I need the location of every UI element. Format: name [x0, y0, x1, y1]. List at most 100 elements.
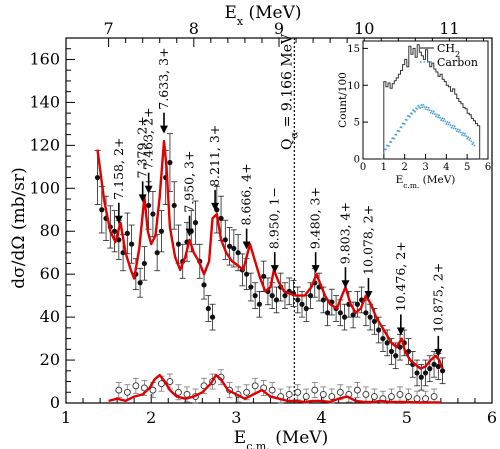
- carbon-dot: [389, 141, 391, 143]
- carbon-dot: [453, 125, 456, 128]
- ch2-histogram: [380, 44, 482, 160]
- carbon-dot: [460, 131, 462, 134]
- inset-x-tick-label: 5: [464, 162, 470, 173]
- data-point: [150, 211, 156, 217]
- carbon-dot: [404, 118, 407, 121]
- carbon-data-point: [319, 390, 327, 398]
- carbon-dot: [410, 112, 412, 114]
- y-tick-label: 140: [29, 92, 60, 111]
- y-tick-label: 20: [40, 350, 60, 369]
- level-label: 9.803, 4+: [337, 202, 352, 264]
- fit-curve: [96, 139, 444, 370]
- carbon-dot: [467, 136, 470, 138]
- data-point: [354, 301, 360, 307]
- data-point: [129, 241, 135, 247]
- carbon-data-point: [183, 390, 191, 398]
- carbon-data-point: [430, 393, 438, 401]
- carbon-dot: [451, 124, 454, 127]
- annotation-arrowhead: [185, 228, 194, 237]
- data-point: [244, 271, 250, 277]
- carbon-dot: [469, 137, 472, 140]
- level-label: 7.463, 2+: [141, 108, 156, 170]
- carbon-dot: [401, 122, 404, 125]
- carbon-dot: [406, 115, 409, 117]
- carbon-dot: [409, 116, 411, 118]
- carbon-dot: [443, 118, 446, 120]
- carbon-dot: [385, 148, 387, 151]
- annotation-arrowhead: [364, 290, 373, 299]
- y-tick-label: 0: [50, 393, 60, 412]
- carbon-dot: [393, 137, 396, 140]
- top-tick-label: 9: [274, 19, 284, 38]
- data-point: [273, 297, 280, 303]
- carbon-dot: [433, 110, 435, 113]
- annotation-arrowhead: [144, 185, 153, 194]
- carbon-data-point: [353, 386, 361, 394]
- level-label: 8.950, 1−: [267, 187, 282, 249]
- inset-x-tick-label: 6: [485, 162, 491, 173]
- level-label: 10.875, 2+: [430, 263, 445, 333]
- carbon-dot: [435, 115, 437, 118]
- carbon-data-point: [422, 395, 429, 403]
- x-tick-label: 6: [487, 408, 497, 427]
- data-point: [427, 366, 433, 372]
- top-tick-label: 7: [104, 19, 114, 38]
- data-point: [371, 318, 378, 325]
- carbon-dot: [388, 145, 390, 147]
- carbon-dot: [464, 132, 466, 135]
- carbon-dot: [414, 110, 416, 113]
- carbon-data-point: [328, 393, 336, 401]
- carbon-dot: [445, 123, 448, 125]
- data-point: [324, 310, 331, 316]
- carbon-dot: [455, 130, 458, 133]
- carbon-dot: [431, 112, 434, 115]
- carbon-dot: [421, 106, 424, 108]
- carbon-data-point: [336, 388, 344, 396]
- level-label: 7.950, 3+: [182, 151, 197, 213]
- data-point: [226, 243, 233, 249]
- annotation-arrowhead: [211, 202, 220, 211]
- x-tick-label: 4: [317, 408, 327, 427]
- y-axis-title: dσ/dΩ (mb/sr): [9, 167, 29, 288]
- inset-x-tick-label: 2: [401, 162, 407, 173]
- carbon-dot: [386, 144, 388, 147]
- data-point: [380, 335, 386, 342]
- x-tick-label: 3: [231, 408, 241, 427]
- data-point: [431, 361, 437, 367]
- threshold-label: Qα = 9.166 MeV: [279, 33, 300, 150]
- inset-y-tick-label: 5: [354, 118, 360, 129]
- carbon-dot: [392, 137, 395, 140]
- inset-y-tick-label: 0: [354, 155, 360, 166]
- carbon-dot: [424, 108, 427, 110]
- carbon-dot: [463, 134, 465, 137]
- carbon-data-point: [285, 390, 293, 398]
- top-tick-label: 8: [189, 19, 199, 38]
- level-label: 10.476, 2+: [393, 241, 408, 311]
- carbon-dot: [449, 124, 452, 126]
- annotation-arrowhead: [311, 265, 320, 274]
- carbon-data-point: [175, 388, 182, 396]
- carbon-dot: [454, 127, 457, 130]
- fit-curve: [108, 373, 441, 404]
- level-label: 7.633, 3+: [156, 47, 171, 109]
- carbon-dot: [425, 106, 428, 109]
- y-tick-label: 120: [29, 135, 60, 154]
- carbon-dot: [384, 148, 386, 151]
- data-point: [137, 280, 143, 286]
- carbon-data-point: [123, 388, 131, 396]
- carbon-dot: [408, 115, 410, 118]
- data-point: [435, 363, 441, 370]
- inset-x-tick-label: 4: [443, 162, 449, 173]
- data-point: [269, 293, 275, 299]
- data-point: [205, 305, 211, 312]
- carbon-dot: [397, 130, 400, 132]
- data-point: [231, 245, 237, 252]
- level-label: 7.379, 2+: [135, 116, 150, 178]
- legend-ch2-label: CH2: [437, 42, 460, 59]
- carbon-dot: [438, 114, 440, 116]
- data-point: [192, 220, 199, 226]
- carbon-dot: [462, 132, 464, 134]
- data-point: [124, 230, 130, 236]
